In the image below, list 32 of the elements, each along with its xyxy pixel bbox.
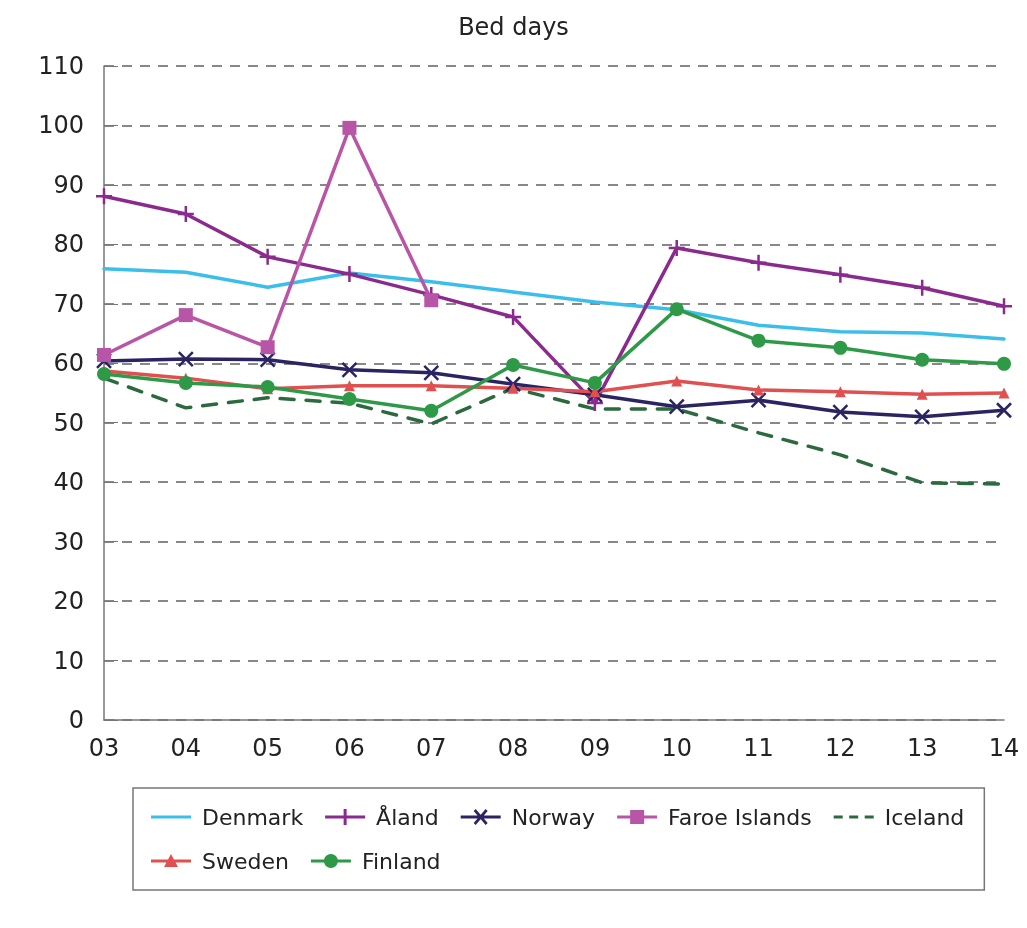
legend-label: Denmark: [202, 804, 304, 830]
y-tick-label: 100: [38, 111, 84, 140]
legend-label: Iceland: [884, 804, 965, 830]
legend-label: Norway: [511, 804, 596, 830]
x-tick-label: 12: [825, 734, 856, 762]
x-tick-label: 05: [252, 734, 283, 762]
y-tick-label: 10: [53, 646, 84, 675]
legend-label: Finland: [361, 848, 441, 874]
y-tick-label: 0: [68, 706, 84, 734]
x-tick-label: 06: [334, 734, 365, 762]
x-tick-label: 08: [497, 734, 529, 762]
x-tick-label: 13: [906, 734, 938, 762]
x-tick-label: 11: [743, 734, 774, 762]
legend-label: Åland: [376, 803, 439, 830]
x-tick-label: 14: [988, 734, 1020, 762]
y-tick-label: 80: [53, 230, 84, 259]
y-tick-label: 50: [53, 408, 84, 437]
legend-label: Sweden: [202, 848, 289, 874]
y-tick-label: 20: [53, 587, 84, 616]
chart-title: Bed days: [458, 13, 569, 41]
y-tick-label: 90: [53, 170, 84, 199]
y-tick-label: 110: [38, 52, 84, 80]
legend-label: Faroe Islands: [668, 804, 812, 830]
x-tick-label: 03: [88, 734, 120, 762]
y-tick-label: 30: [53, 527, 84, 556]
x-tick-label: 04: [170, 734, 202, 762]
y-tick-label: 70: [53, 289, 84, 318]
y-tick-label: 40: [53, 468, 84, 497]
x-tick-label: 09: [579, 734, 611, 762]
y-tick-label: 60: [53, 349, 84, 378]
x-tick-label: 07: [416, 734, 447, 762]
x-tick-label: 10: [661, 734, 692, 762]
